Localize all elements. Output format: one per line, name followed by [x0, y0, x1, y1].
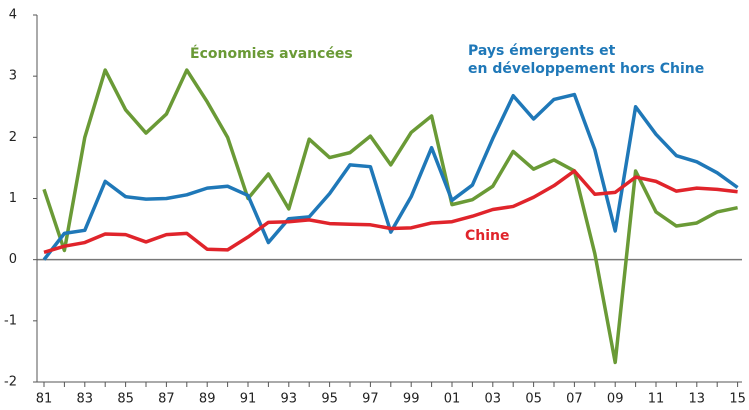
y-tick-label: 1 [9, 191, 17, 206]
x-tick-label: 03 [485, 392, 502, 407]
y-tick-label: -1 [4, 313, 17, 328]
x-tick-label: 15 [729, 392, 746, 407]
x-tick-label: 11 [648, 392, 665, 407]
y-tick-label: -2 [4, 375, 17, 390]
x-tick-label: 89 [199, 392, 216, 407]
x-tick-label: 13 [689, 392, 706, 407]
x-tick-label: 85 [117, 392, 134, 407]
y-tick-label: 3 [9, 69, 17, 84]
x-tick-label: 83 [77, 392, 94, 407]
x-tick-label: 01 [444, 392, 461, 407]
series-line [42, 68, 738, 365]
x-tick-label: 91 [240, 392, 257, 407]
series-line [42, 92, 739, 261]
x-tick-label: 07 [566, 392, 583, 407]
x-tick-label: 81 [36, 392, 53, 407]
x-tick-label: 99 [403, 392, 420, 407]
y-tick-label: 4 [9, 8, 17, 23]
y-tick-label: 0 [9, 252, 17, 267]
series-label: Pays émergents et en développement hors … [468, 43, 705, 77]
series-line [43, 169, 738, 255]
x-tick-label: 95 [321, 392, 338, 407]
series-label: Chine [465, 228, 510, 244]
x-tick-label: 05 [525, 392, 542, 407]
series-label: Économies avancées [190, 46, 353, 62]
y-tick-label: 2 [9, 130, 17, 145]
x-tick-label: 09 [607, 392, 624, 407]
x-tick-label: 93 [281, 392, 298, 407]
x-tick-label: 87 [158, 392, 175, 407]
x-tick-label: 97 [362, 392, 379, 407]
